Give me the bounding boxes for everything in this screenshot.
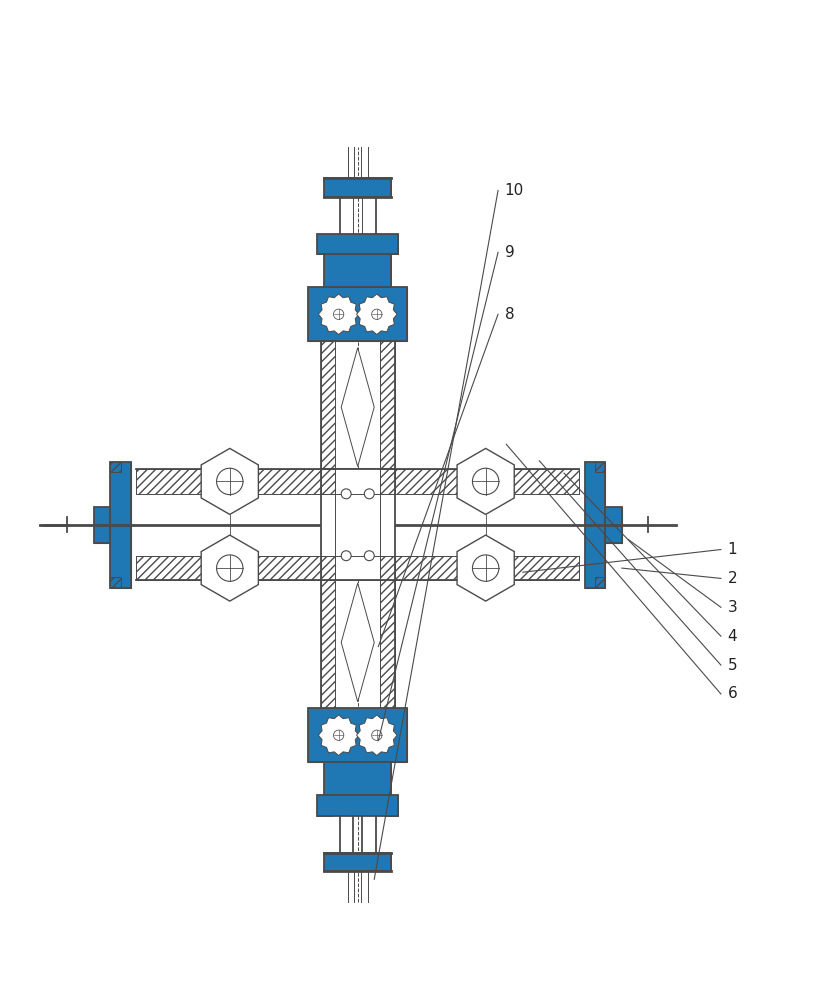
Bar [321, 556, 335, 580]
Circle shape [371, 309, 382, 319]
Circle shape [364, 551, 374, 561]
Bar [324, 762, 391, 795]
Text: 1: 1 [727, 542, 737, 557]
Text: 6: 6 [727, 686, 737, 701]
Bar [317, 795, 398, 816]
Bar [595, 462, 605, 472]
Bar [317, 795, 332, 816]
Text: 4: 4 [727, 629, 737, 644]
Bar [338, 254, 377, 287]
Bar [335, 580, 381, 708]
Polygon shape [318, 715, 359, 756]
Circle shape [217, 555, 243, 581]
Bar [377, 254, 391, 287]
Text: 2: 2 [727, 571, 737, 586]
Bar [381, 178, 391, 197]
Bar [324, 178, 391, 197]
Bar [595, 577, 605, 588]
Bar [321, 469, 395, 580]
Bar [384, 234, 398, 254]
Bar [136, 556, 321, 580]
Text: 5: 5 [727, 658, 737, 673]
Bar [317, 234, 332, 254]
Text: 10: 10 [504, 183, 524, 198]
Bar [110, 462, 130, 588]
Bar [324, 853, 391, 871]
Polygon shape [342, 583, 374, 702]
Polygon shape [201, 535, 258, 601]
Bar [381, 469, 395, 494]
Bar [308, 708, 407, 762]
Bar [395, 556, 579, 580]
Bar [136, 494, 321, 556]
Bar [110, 577, 120, 588]
Circle shape [333, 730, 344, 740]
Circle shape [217, 468, 243, 495]
Bar [605, 507, 622, 543]
Circle shape [473, 555, 499, 581]
Bar [324, 254, 338, 287]
Polygon shape [342, 348, 374, 467]
Circle shape [473, 468, 499, 495]
Bar [317, 234, 398, 254]
Polygon shape [356, 294, 397, 335]
Bar [384, 795, 398, 816]
Bar [381, 556, 395, 580]
Bar [324, 762, 338, 795]
Bar [324, 178, 334, 197]
Polygon shape [457, 448, 514, 514]
Bar [110, 462, 120, 472]
Bar [395, 469, 579, 494]
Bar [308, 287, 407, 341]
Bar [324, 254, 391, 287]
Bar [585, 462, 605, 588]
Circle shape [371, 730, 382, 740]
Bar [377, 762, 391, 795]
Bar [321, 580, 335, 708]
Bar [605, 507, 622, 543]
Bar [324, 853, 334, 871]
Bar [110, 462, 130, 588]
Bar [308, 708, 407, 762]
Circle shape [342, 489, 352, 499]
Bar [381, 341, 395, 469]
Bar [585, 462, 605, 588]
Bar [395, 494, 579, 556]
Bar [381, 853, 391, 871]
Circle shape [333, 309, 344, 319]
Bar [338, 762, 377, 795]
Polygon shape [356, 715, 397, 756]
Text: 9: 9 [504, 245, 514, 260]
Polygon shape [457, 535, 514, 601]
Text: 8: 8 [504, 307, 514, 322]
Bar [94, 507, 110, 543]
Text: 3: 3 [727, 600, 737, 615]
Circle shape [364, 489, 374, 499]
Polygon shape [201, 448, 258, 514]
Circle shape [342, 551, 352, 561]
Bar [321, 341, 335, 469]
Bar [321, 469, 335, 494]
Polygon shape [318, 294, 359, 335]
Bar [308, 287, 407, 341]
Bar [335, 341, 381, 469]
Bar [136, 469, 321, 494]
Bar [381, 580, 395, 708]
Bar [94, 507, 110, 543]
